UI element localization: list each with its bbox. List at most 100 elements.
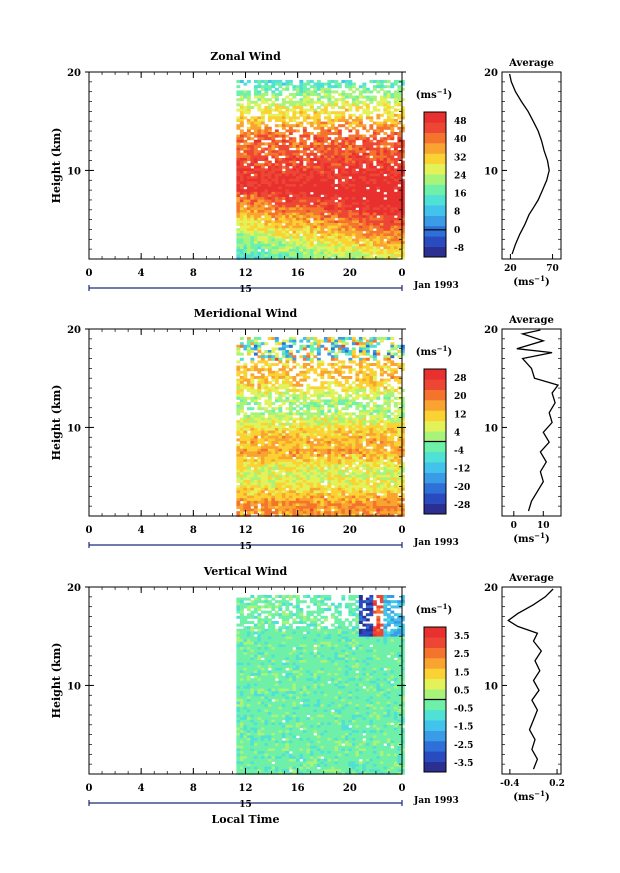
colorbar-label: 40 <box>454 135 467 145</box>
colorbar-label: -0.5 <box>454 705 473 715</box>
colorbar-label: 1.5 <box>454 668 470 678</box>
profile-title: Average <box>508 58 554 69</box>
colorbar-swatch <box>424 431 446 442</box>
profile-y-tick-label: 20 <box>484 583 498 594</box>
panel-title: Meridional Wind <box>194 307 298 320</box>
date-label: 15 <box>239 800 252 810</box>
month-label: Jan 1993 <box>413 796 459 806</box>
x-tick-label: 4 <box>138 268 145 279</box>
colorbar-label: 4 <box>454 428 460 438</box>
colorbar-swatch <box>424 761 446 773</box>
colorbar-swatch <box>424 493 446 504</box>
colorbar-unit: (ms−1) <box>416 602 452 616</box>
colorbar-swatch <box>424 441 446 453</box>
heatmap-field <box>236 80 405 260</box>
colorbar-swatch <box>424 163 446 175</box>
colorbar-label: -12 <box>454 465 470 475</box>
heatmap-field <box>236 595 405 775</box>
profile-x-label-close: ) <box>545 277 550 288</box>
colorbar-swatch <box>424 699 446 711</box>
month-label: Jan 1993 <box>413 281 459 291</box>
x-tick-label: 20 <box>343 268 357 279</box>
colorbar-swatch <box>424 236 446 247</box>
colorbar-swatch <box>424 740 446 752</box>
x-tick-label: 8 <box>190 268 197 279</box>
colorbar-swatch <box>424 112 446 123</box>
profile-x-label-close: ) <box>545 534 550 545</box>
colorbar-label: 16 <box>454 190 467 200</box>
profile-line <box>507 588 554 770</box>
colorbar-swatch <box>424 400 446 411</box>
profile-frame <box>501 586 562 775</box>
profile-x-label: (ms−1) <box>513 274 549 288</box>
colorbar-swatch <box>424 389 446 401</box>
profile-x-tick-label: 0 <box>511 521 517 531</box>
panel-title: Vertical Wind <box>203 565 288 578</box>
colorbar-label: -1.5 <box>454 723 473 733</box>
profile-y-tick-label: 10 <box>484 681 498 692</box>
y-tick-label: 10 <box>67 681 81 692</box>
profile-frame <box>501 328 562 517</box>
colorbar-swatch <box>424 689 446 700</box>
colorbar-swatch <box>424 369 446 380</box>
y-axis-label: Height (km) <box>50 128 63 204</box>
profile-y-tick-label: 10 <box>484 166 498 177</box>
x-tick-label: 16 <box>291 525 305 536</box>
profile-y-tick-label: 20 <box>484 325 498 336</box>
profile-x-label: (ms−1) <box>513 531 549 545</box>
colorbar-swatch <box>424 678 446 690</box>
date-label: 15 <box>239 285 252 295</box>
panel-title: Zonal Wind <box>210 50 281 63</box>
profile-y-tick-label: 10 <box>484 423 498 434</box>
profile-x-label-base: (ms <box>513 534 534 545</box>
colorbar-unit-exp: −1 <box>437 344 448 353</box>
colorbar-unit: (ms−1) <box>416 344 452 358</box>
colorbar-swatch <box>424 153 446 165</box>
x-tick-label: 12 <box>239 783 253 794</box>
colorbar-swatch <box>424 184 446 196</box>
profile-x-tick-label: 0.2 <box>549 779 565 789</box>
y-axis-label: Height (km) <box>50 385 63 461</box>
profile-title: Average <box>508 315 554 326</box>
x-tick-label: 0 <box>399 783 406 794</box>
x-tick-label: 0 <box>399 268 406 279</box>
colorbar-unit-base: (ms <box>416 90 437 101</box>
x-tick-label: 8 <box>190 525 197 536</box>
x-tick-label: 12 <box>239 268 253 279</box>
colorbar-swatch <box>424 205 446 216</box>
y-tick-label: 20 <box>67 325 81 336</box>
colorbar-unit-exp: −1 <box>437 602 448 611</box>
colorbar-label: 12 <box>454 410 467 420</box>
x-tick-label: 4 <box>138 525 145 536</box>
colorbar-swatch <box>424 482 446 494</box>
colorbar-swatch <box>424 637 446 649</box>
profile-y-tick-label: 20 <box>484 68 498 79</box>
x-tick-label: 16 <box>291 268 305 279</box>
colorbar-swatch <box>424 174 446 185</box>
colorbar-swatch <box>424 627 446 638</box>
y-axis-label: Height (km) <box>50 643 63 719</box>
colorbar-label: 32 <box>454 153 467 163</box>
x-axis-label: Local Time <box>212 813 280 826</box>
profile-line <box>516 329 560 512</box>
profile-x-label-exp: −1 <box>534 274 545 283</box>
x-tick-label: 16 <box>291 783 305 794</box>
x-tick-label: 0 <box>86 783 93 794</box>
x-tick-label: 20 <box>343 525 357 536</box>
panel-1: Meridional Wind 20 10 Height (km) 0 4 8 12 16 20 0… <box>50 307 562 552</box>
profile-x-label-base: (ms <box>513 792 534 803</box>
x-tick-label: 20 <box>343 783 357 794</box>
colorbar-label: 2.5 <box>454 650 470 660</box>
colorbar-swatch <box>424 709 446 721</box>
colorbar-swatch <box>424 194 446 206</box>
colorbar-unit-exp: −1 <box>437 87 448 96</box>
colorbar-swatch <box>424 410 446 422</box>
colorbar-unit-close: ) <box>447 90 452 101</box>
profile-x-label-exp: −1 <box>534 531 545 540</box>
colorbar-swatch <box>424 451 446 463</box>
x-tick-label: 0 <box>86 525 93 536</box>
profile-frame <box>501 71 562 260</box>
colorbar-frame <box>423 111 447 258</box>
